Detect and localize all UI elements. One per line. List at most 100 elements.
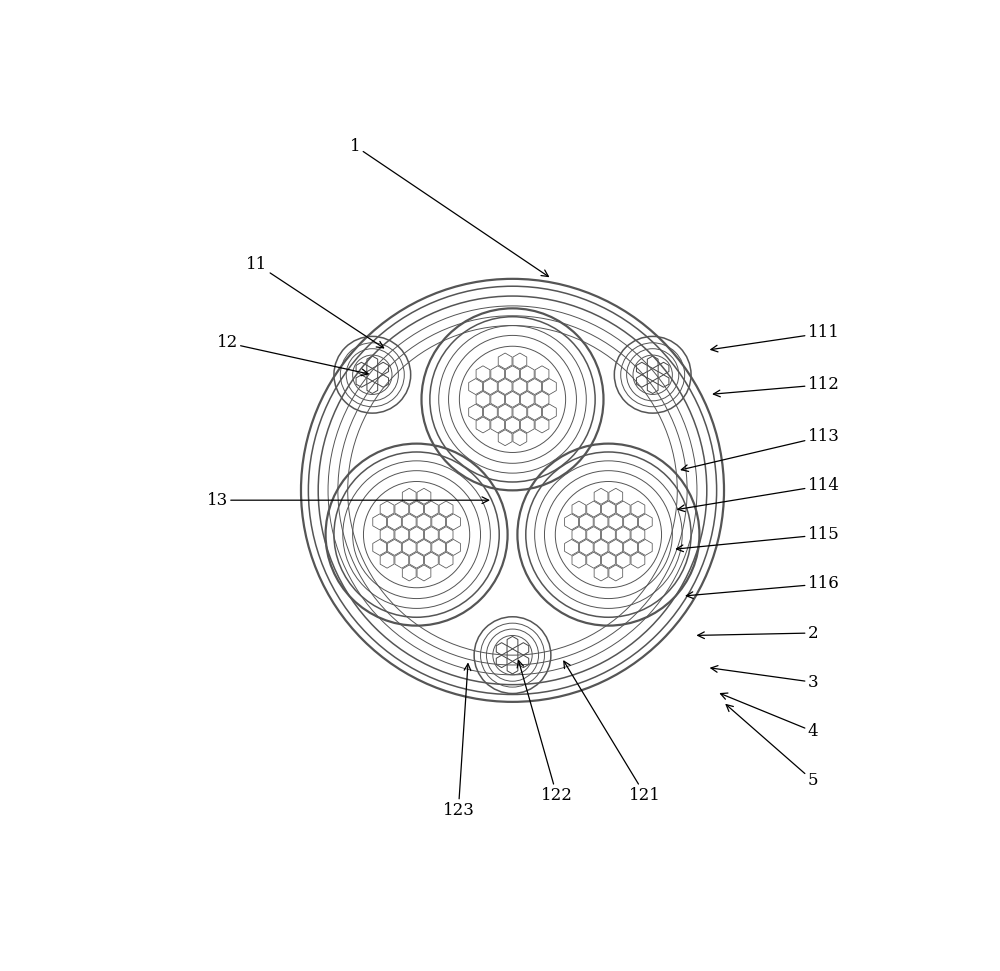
Polygon shape [417,488,431,504]
Polygon shape [424,552,438,568]
Polygon shape [602,552,615,568]
Polygon shape [447,540,460,555]
Text: 115: 115 [677,526,839,552]
Polygon shape [572,552,586,568]
Polygon shape [647,369,658,381]
Polygon shape [636,375,647,387]
Polygon shape [513,430,527,446]
Polygon shape [631,526,645,543]
Polygon shape [469,404,483,420]
Polygon shape [594,540,608,555]
Polygon shape [572,501,586,517]
Polygon shape [373,540,387,555]
Polygon shape [579,514,593,530]
Polygon shape [367,356,378,368]
Polygon shape [658,375,669,387]
Text: 5: 5 [726,705,818,789]
Polygon shape [476,391,490,407]
Polygon shape [410,526,423,543]
Polygon shape [432,514,446,530]
Circle shape [372,490,461,579]
Polygon shape [609,540,623,555]
Polygon shape [380,526,394,543]
Polygon shape [506,391,519,407]
Polygon shape [535,366,549,382]
Polygon shape [535,391,549,407]
Circle shape [348,326,677,654]
Polygon shape [476,366,490,382]
Polygon shape [373,514,387,530]
Polygon shape [528,379,542,394]
Polygon shape [602,501,615,517]
Polygon shape [476,417,490,433]
Polygon shape [498,430,512,446]
Polygon shape [424,501,438,517]
Polygon shape [542,404,556,420]
Polygon shape [520,417,534,433]
Polygon shape [491,417,505,433]
Polygon shape [498,404,512,420]
Polygon shape [587,526,601,543]
Polygon shape [572,526,586,543]
Polygon shape [417,514,431,530]
Text: 111: 111 [711,324,840,352]
Polygon shape [624,540,637,555]
Polygon shape [616,552,630,568]
Polygon shape [417,540,431,555]
Text: 12: 12 [217,334,368,376]
Polygon shape [402,540,416,555]
Polygon shape [579,540,593,555]
Polygon shape [402,514,416,530]
Text: 112: 112 [713,376,840,397]
Polygon shape [410,501,423,517]
Polygon shape [609,488,623,504]
Polygon shape [491,391,505,407]
Polygon shape [439,526,453,543]
Polygon shape [647,356,658,368]
Polygon shape [658,362,669,375]
Polygon shape [469,379,483,394]
Polygon shape [565,514,578,530]
Polygon shape [402,565,416,581]
Polygon shape [498,379,512,394]
Polygon shape [498,353,512,369]
Polygon shape [506,366,519,382]
Polygon shape [513,404,527,420]
Polygon shape [356,362,367,375]
Polygon shape [380,552,394,568]
Text: 116: 116 [686,575,839,598]
Polygon shape [447,514,460,530]
Circle shape [468,355,557,444]
Polygon shape [432,540,446,555]
Polygon shape [647,381,658,393]
Text: 123: 123 [442,664,474,819]
Polygon shape [513,353,527,369]
Polygon shape [496,643,507,655]
Polygon shape [542,379,556,394]
Polygon shape [631,501,645,517]
Polygon shape [388,540,401,555]
Polygon shape [410,552,423,568]
Polygon shape [518,655,529,668]
Polygon shape [594,565,608,581]
Text: 122: 122 [517,660,573,804]
Polygon shape [587,501,601,517]
Polygon shape [491,366,505,382]
Polygon shape [483,379,497,394]
Text: 11: 11 [246,255,384,348]
Polygon shape [638,514,652,530]
Polygon shape [609,514,623,530]
Polygon shape [380,501,394,517]
Polygon shape [395,526,409,543]
Polygon shape [624,514,637,530]
Text: 2: 2 [698,624,818,642]
Polygon shape [367,381,378,393]
Polygon shape [378,362,389,375]
Text: 121: 121 [564,661,661,804]
Polygon shape [367,369,378,381]
Polygon shape [636,362,647,375]
Polygon shape [520,391,534,407]
Polygon shape [616,501,630,517]
Polygon shape [356,375,367,387]
Polygon shape [395,501,409,517]
